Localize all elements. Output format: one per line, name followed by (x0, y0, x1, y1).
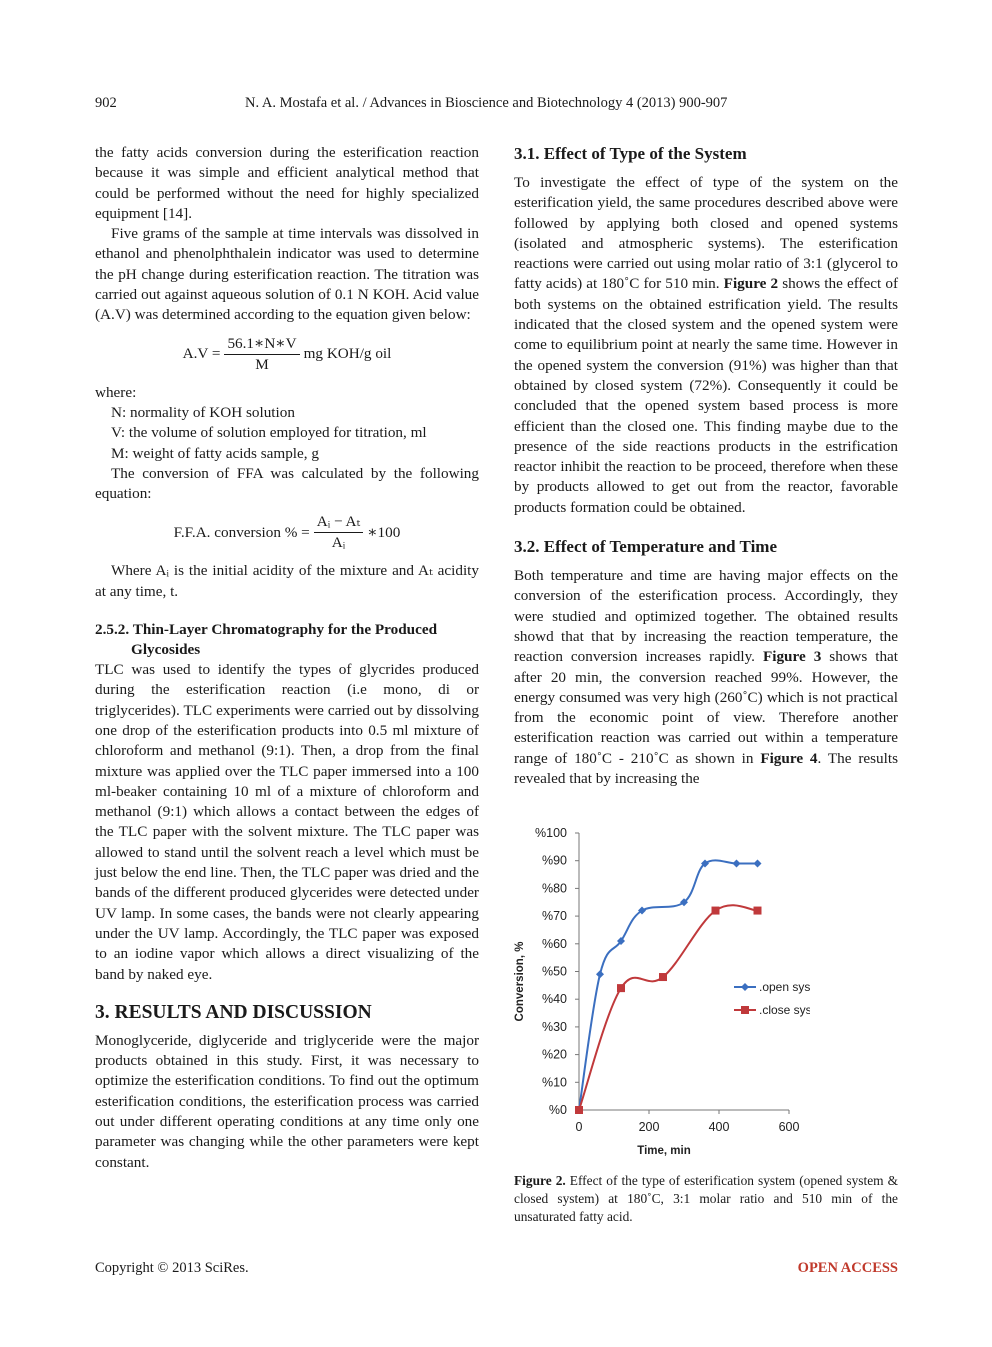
figure-reference[interactable]: Figure 3 (762, 648, 822, 666)
section-heading-2-5-2: 2.5.2. Thin-Layer Chromatography for the… (95, 621, 438, 659)
figure-reference[interactable]: Figure 2 (723, 275, 779, 293)
legend-marker (741, 1006, 749, 1014)
section-heading-3-1: 3.1. Effect of Type of the System (514, 144, 747, 163)
data-point-open-sys (732, 859, 741, 868)
x-tick-label: 200 (639, 1120, 660, 1134)
data-point-open-sys (753, 859, 762, 868)
y-tick-label: %0 (549, 1103, 567, 1117)
paragraph: the fatty acids conversion during the es… (95, 144, 479, 222)
ffa-conversion-equation: F.F.A. conversion % = Aᵢ − Aₜ Aᵢ ∗100 (95, 512, 479, 553)
data-point-open-sys (680, 898, 688, 907)
equation-numerator: 56.1∗N∗V (224, 334, 300, 355)
y-tick-label: %20 (542, 1048, 567, 1062)
open-access-label[interactable]: OPEN ACCESS (797, 1260, 898, 1276)
right-column: 3.1. Effect of Type of the System To inv… (514, 143, 898, 789)
legend-label: .close sys (759, 1003, 810, 1017)
left-column: the fatty acids conversion during the es… (95, 143, 479, 1173)
y-tick-label: %10 (542, 1075, 567, 1089)
figure-caption: Figure 2. Effect of the type of esterifi… (514, 1173, 899, 1224)
data-point-close-sys (753, 906, 762, 915)
copyright: Copyright © 2013 SciRes. (95, 1260, 249, 1276)
y-tick-label: %100 (535, 826, 567, 840)
y-tick-label: %90 (542, 854, 567, 868)
legend-marker (741, 983, 749, 991)
where-label: where: (95, 383, 137, 401)
section-heading-3-2: 3.2. Effect of Temperature and Time (514, 537, 778, 557)
x-axis-title: Time, min (637, 1145, 690, 1157)
y-tick-label: %30 (542, 1020, 567, 1034)
y-axis-title: Conversion, % (514, 942, 526, 1022)
paragraph: Five grams of the sample at time interva… (95, 225, 479, 324)
equation-denominator: M (255, 355, 269, 373)
y-tick-label: %60 (542, 937, 567, 951)
paragraph: To investigate the effect of type of the… (514, 174, 899, 516)
y-tick-label: %40 (542, 992, 567, 1006)
legend-label: .open sys (759, 980, 810, 994)
equation-fraction: Aᵢ − Aₜ Aᵢ (313, 512, 364, 553)
paragraph: Both temperature and time are having maj… (514, 567, 899, 788)
equation-lhs: F.F.A. conversion % = (173, 523, 310, 541)
page-number: 902 (95, 95, 117, 111)
section-heading-3: 3. RESULTS AND DISCUSSION (95, 1001, 372, 1023)
equation-rhs: mg KOH/g oil (303, 345, 392, 363)
equation-denominator: Aᵢ (331, 534, 346, 552)
x-tick-label: 600 (779, 1120, 800, 1134)
equation-lhs: A.V = (182, 345, 221, 363)
series-line-close-sys (578, 904, 758, 1111)
data-point-close-sys (617, 984, 625, 993)
equation-numerator: Aᵢ − Aₜ (313, 512, 364, 534)
y-tick-label: %70 (542, 909, 567, 923)
paragraph: TLC was used to identify the types of gl… (95, 661, 479, 983)
paragraph: The conversion of FFA was calculated by … (95, 464, 479, 503)
acid-value-equation: A.V = 56.1∗N∗V M mg KOH/g oil (95, 334, 479, 375)
paragraph: Where Aᵢ is the initial acidity of the m… (95, 562, 479, 600)
data-point-open-sys (617, 937, 625, 946)
x-tick-label: 0 (576, 1120, 583, 1134)
running-head: N. A. Mostafa et al. / Advances in Biosc… (245, 95, 728, 111)
figure-reference[interactable]: Figure 4 (760, 749, 818, 767)
x-tick-label: 400 (709, 1120, 730, 1134)
conversion-chart: %0 %10 %20 %30 %40 %50 %60 %70 %80 %90 %100 0 200 400… (514, 826, 810, 1157)
y-tick-label: %80 (542, 881, 567, 895)
equation-fraction: 56.1∗N∗V M (224, 334, 300, 375)
definition-m: M: weight of fatty acids sample, g (111, 444, 319, 462)
paragraph: Monoglyceride, diglyceride and triglycer… (95, 1031, 479, 1171)
data-point-close-sys (711, 906, 720, 915)
equation-rhs: ∗100 (367, 523, 401, 541)
y-tick-label: %50 (542, 965, 567, 979)
data-point-close-sys (575, 1106, 583, 1114)
data-point-open-sys (638, 906, 646, 915)
series-line-open-sys (578, 859, 758, 1111)
data-point-close-sys (659, 973, 667, 982)
data-point-open-sys (701, 859, 709, 868)
data-point-open-sys (596, 970, 604, 979)
definition-v: V: the volume of solution employed for t… (111, 424, 427, 442)
definition-n: N: normality of KOH solution (111, 403, 295, 421)
